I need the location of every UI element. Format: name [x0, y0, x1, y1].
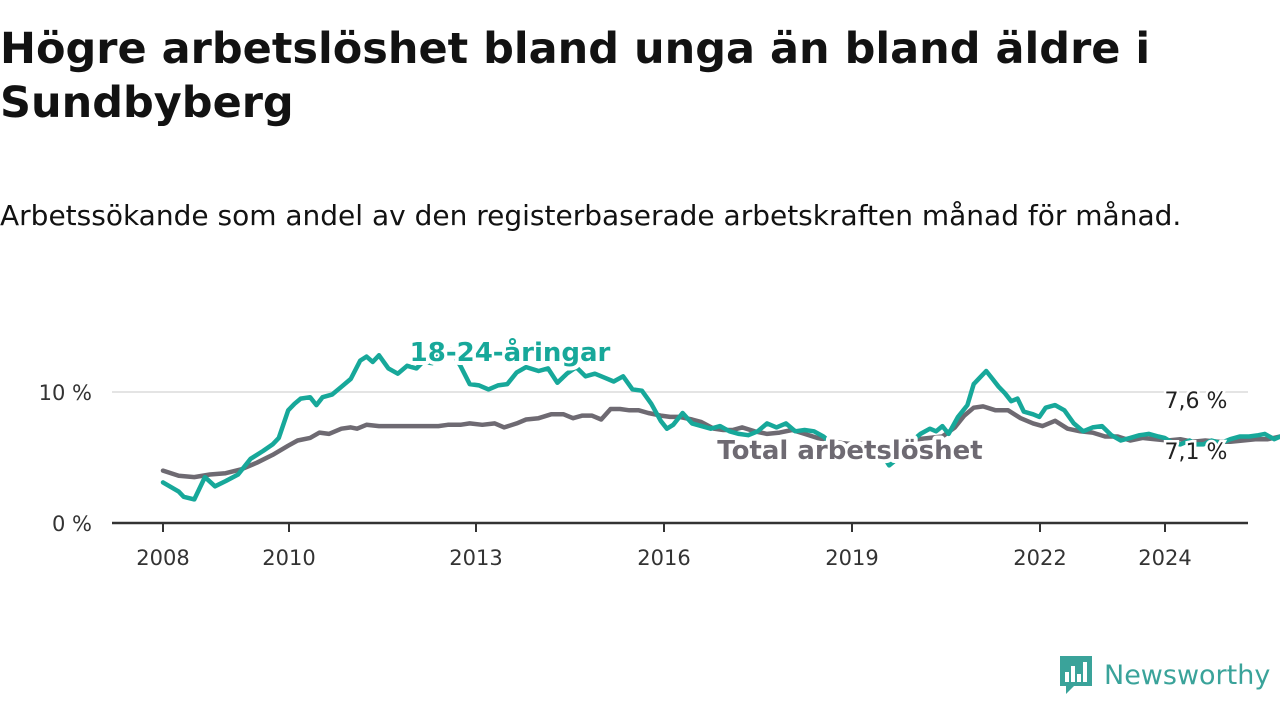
x-tick-label: 2024: [1138, 546, 1191, 570]
line-chart: 0 % 10 % 2008 2010 2013 2016 2019 2022 2024 18-…: [38, 332, 1280, 570]
x-tick-label: 2016: [637, 546, 690, 570]
chart-title: Högre arbetslöshet bland unga än bland ä…: [0, 24, 1151, 128]
y-axis: 0 % 10 %: [39, 381, 92, 536]
end-label-youth: 7,6 %: [1165, 389, 1228, 414]
chart-subtitle: Arbetssökande som andel av den registerb…: [0, 199, 1182, 232]
x-tick-label: 2013: [449, 546, 502, 570]
series-lines: [160, 347, 1280, 502]
series-line-youth: [160, 347, 1280, 502]
x-tick-label: 2010: [262, 546, 315, 570]
series-label-youth: 18-24-åringar: [410, 336, 611, 368]
x-tick-label: 2008: [136, 546, 189, 570]
brand-logo: Newsworthy: [1058, 654, 1270, 696]
series-label-total: Total arbetslöshet: [717, 436, 982, 466]
y-tick-label: 10 %: [39, 381, 92, 405]
x-tick-label: 2022: [1013, 546, 1066, 570]
end-label-total: 7,1 %: [1165, 440, 1228, 465]
series-labels: 18-24-åringar Total arbetslöshet 7,6 % 7,1 …: [406, 332, 1230, 470]
x-tick-label: 2019: [825, 546, 878, 570]
brand-name: Newsworthy: [1104, 659, 1271, 691]
bar-chart-logo-icon: [1060, 656, 1092, 694]
x-axis: 2008 2010 2013 2016 2019 2022 2024: [112, 521, 1248, 570]
y-tick-label: 0 %: [52, 512, 92, 536]
